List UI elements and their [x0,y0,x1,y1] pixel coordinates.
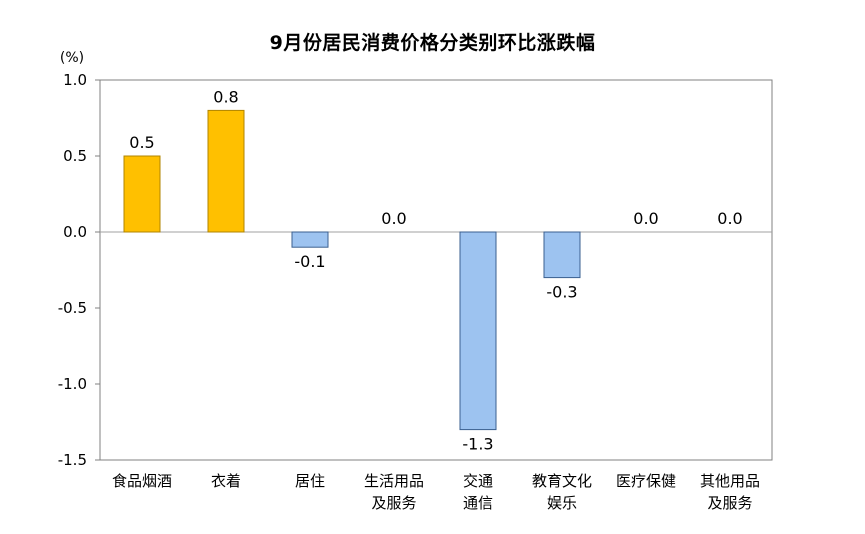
x-category-label: 及服务 [707,494,752,512]
x-category-label: 娱乐 [547,494,577,512]
bar [459,231,497,431]
x-category-label: 及服务 [371,494,416,512]
bar [291,231,329,248]
data-label: -1.3 [462,435,493,454]
bar [543,231,581,279]
y-tick-label: -1.0 [58,375,87,393]
x-category-label: 通信 [463,494,493,512]
data-label: -0.3 [546,283,577,302]
x-category-label: 居住 [295,472,325,490]
y-tick-label: 0.0 [63,223,87,241]
y-tick-label: -1.5 [58,451,87,469]
data-label: 0.8 [213,87,238,106]
data-label: 0.5 [129,133,154,152]
x-category-label: 衣着 [211,472,241,490]
data-label: 0.0 [633,209,658,228]
x-category-label: 交通 [463,472,493,490]
y-tick-label: 0.5 [63,147,87,165]
x-category-label: 食品烟酒 [112,472,172,490]
y-tick-label: 1.0 [63,71,87,89]
x-category-label: 其他用品 [700,472,760,490]
x-category-label: 教育文化 [532,472,592,490]
data-label: -0.1 [294,252,325,271]
x-category-label: 生活用品 [364,472,424,490]
y-axis-unit-label: (%) [60,50,84,66]
bar [123,155,161,233]
x-category-label: 医疗保健 [616,472,676,490]
chart-title: 9月份居民消费价格分类别环比涨跌幅 [269,32,596,54]
data-label: 0.0 [381,209,406,228]
bar [207,109,245,233]
plot-frame [99,79,773,461]
data-label: 0.0 [717,209,742,228]
y-tick-label: -0.5 [58,299,87,317]
